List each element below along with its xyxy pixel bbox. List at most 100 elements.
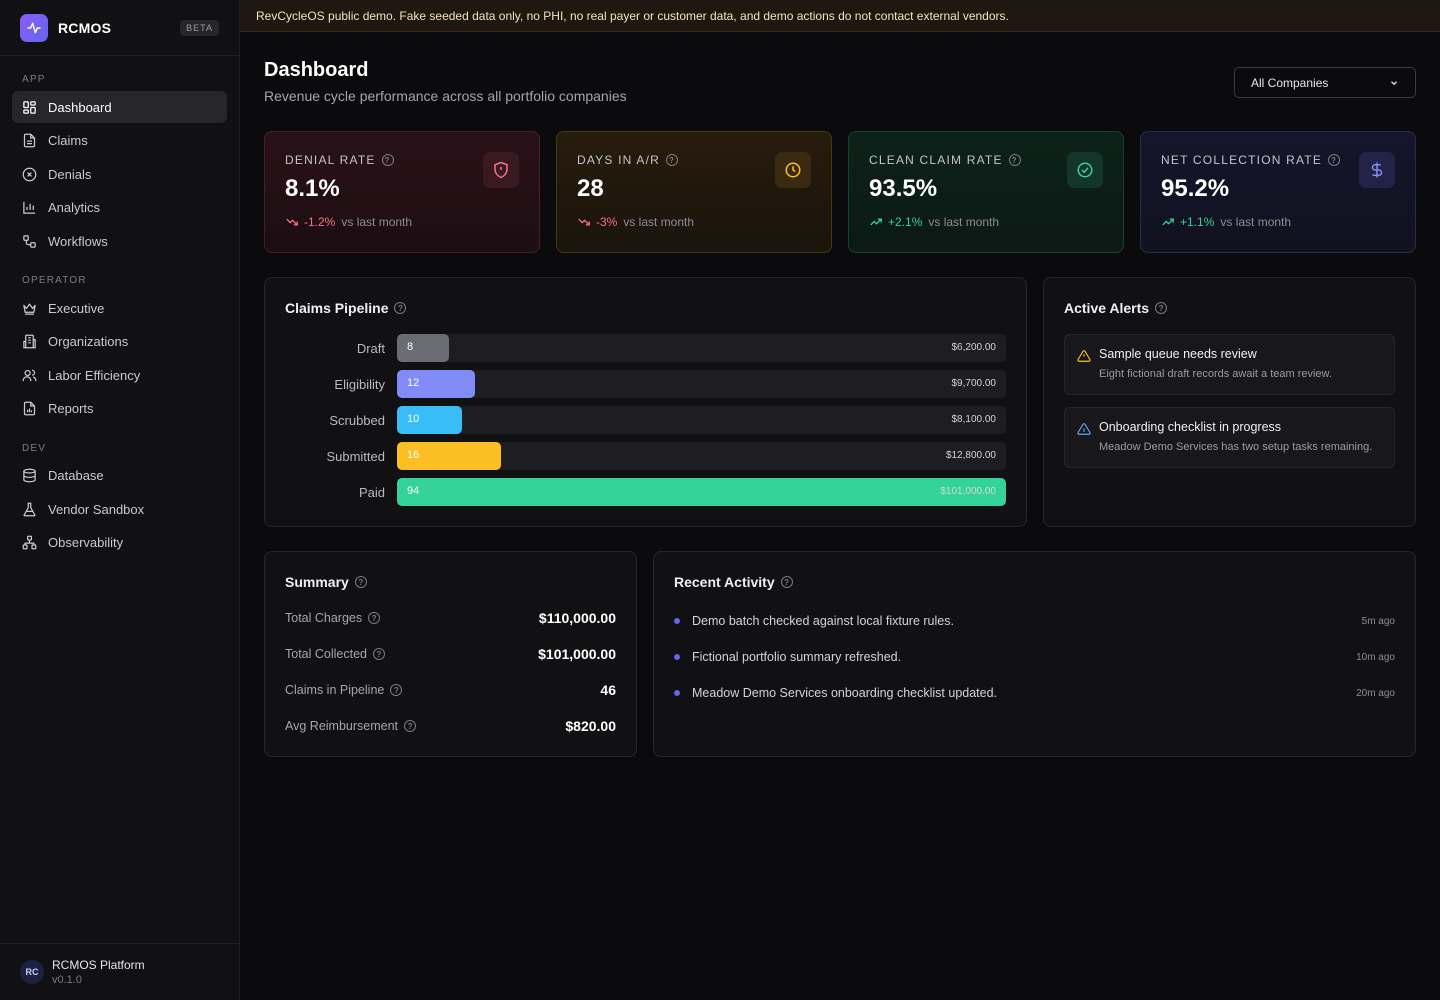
activity-logo-icon[interactable] — [20, 13, 48, 42]
kpi-delta-caption: vs last month — [928, 215, 1000, 229]
kpi-delta: +1.1% vs last month — [1161, 215, 1395, 229]
summary-row-avg-reimbursement: Avg Reimbursement? $820.00 — [285, 718, 616, 734]
workflow-icon — [23, 234, 36, 248]
active-alerts-panel: Active Alerts? Sample queue needs review… — [1043, 277, 1416, 527]
check-circle-icon — [1067, 152, 1103, 188]
pipeline-row[interactable]: Submitted 16 $12,800.00 — [265, 442, 1006, 470]
kpi-label-text: CLEAN CLAIM RATE — [869, 153, 1003, 167]
alert-item[interactable]: Sample queue needs review Eight fictiona… — [1064, 334, 1395, 395]
kpi-label: NET COLLECTION RATE? — [1161, 153, 1395, 167]
pipeline-track: 16 $12,800.00 — [397, 442, 1006, 470]
panel-title: Summary? — [285, 574, 367, 590]
help-icon[interactable]: ? — [390, 684, 403, 696]
help-icon[interactable]: ? — [1155, 302, 1168, 314]
sidebar-item-executive[interactable]: Executive — [12, 292, 227, 324]
summary-label: Total Collected? — [285, 647, 385, 661]
help-icon[interactable]: ? — [373, 648, 385, 660]
pipeline-count: 10 — [407, 413, 420, 425]
help-icon[interactable]: ? — [666, 154, 678, 166]
sidebar-item-claims[interactable]: Claims — [12, 125, 227, 157]
panel-title: Claims Pipeline? — [285, 300, 407, 316]
kpi-label: CLEAN CLAIM RATE? — [869, 153, 1103, 167]
pipeline-count: 8 — [407, 341, 414, 353]
kpi-card-clean-claim-rate[interactable]: CLEAN CLAIM RATE? 93.5% +2.1% vs last mo… — [848, 131, 1124, 253]
kpi-card-denial-rate[interactable]: DENIAL RATE? 8.1% -1.2% vs last month — [264, 131, 540, 253]
pipeline-row[interactable]: Scrubbed 10 $8,100.00 — [265, 406, 1006, 434]
activity-item[interactable]: Meadow Demo Services onboarding checklis… — [674, 686, 1395, 700]
trending-up-icon — [1162, 218, 1174, 226]
sidebar-item-label: Workflows — [48, 233, 108, 249]
sidebar-item-dashboard[interactable]: Dashboard — [12, 91, 227, 123]
pipeline-amount: $6,200.00 — [951, 342, 997, 353]
summary-row-total-charges: Total Charges? $110,000.00 — [285, 610, 616, 626]
sidebar-item-analytics[interactable]: Analytics — [12, 192, 227, 224]
alert-item[interactable]: Onboarding checklist in progress Meadow … — [1064, 407, 1395, 468]
sidebar: RCMOS BETA APP Dashboard Claims Denials … — [0, 0, 240, 1000]
summary-value: $110,000.00 — [538, 610, 616, 626]
nav-section-dev: DEV Database Vendor Sandbox Observabilit… — [0, 443, 239, 559]
summary-label: Total Charges? — [285, 611, 381, 625]
sidebar-item-label: Organizations — [48, 334, 129, 349]
summary-panel: Summary? Total Charges? $110,000.00 Tota… — [264, 551, 637, 757]
pipeline-row[interactable]: Draft 8 $6,200.00 — [265, 334, 1006, 362]
users-icon — [22, 369, 37, 381]
sidebar-item-vendor-sandbox[interactable]: Vendor Sandbox — [12, 493, 227, 525]
pipeline-bar: 10 — [397, 406, 462, 434]
page-subtitle: Revenue cycle performance across all por… — [264, 88, 627, 104]
company-select[interactable]: All Companies — [1234, 67, 1416, 98]
help-icon[interactable]: ? — [1008, 154, 1021, 166]
panel-title: Recent Activity? — [674, 574, 793, 590]
sidebar-item-database[interactable]: Database — [12, 460, 227, 492]
summary-label-text: Total Collected — [285, 647, 367, 661]
network-icon — [22, 535, 37, 550]
trending-up-icon — [870, 218, 882, 226]
sidebar-item-workflows[interactable]: Workflows — [12, 225, 227, 257]
file-text-icon — [23, 133, 36, 148]
activity-item[interactable]: Fictional portfolio summary refreshed. 1… — [674, 650, 1395, 664]
activity-text: Demo batch checked against local fixture… — [692, 614, 954, 628]
activity-item[interactable]: Demo batch checked against local fixture… — [674, 614, 1395, 628]
kpi-delta-caption: vs last month — [623, 215, 695, 229]
shield-alert-icon — [483, 152, 519, 188]
kpi-card-net-collection-rate[interactable]: NET COLLECTION RATE? 95.2% +1.1% vs last… — [1140, 131, 1416, 253]
sidebar-item-labor-efficiency[interactable]: Labor Efficiency — [12, 359, 227, 391]
clock-icon — [775, 152, 811, 188]
info-triangle-icon — [1077, 423, 1091, 435]
kpi-label-text: NET COLLECTION RATE — [1161, 153, 1323, 167]
pipeline-row[interactable]: Eligibility 12 $9,700.00 — [265, 370, 1006, 398]
sidebar-item-organizations[interactable]: Organizations — [12, 326, 227, 358]
summary-label-text: Claims in Pipeline — [285, 683, 385, 697]
help-icon[interactable]: ? — [404, 720, 417, 732]
kpi-delta-value: +2.1% — [888, 215, 923, 229]
help-icon[interactable]: ? — [1328, 154, 1341, 166]
kpi-label: DAYS IN A/R? — [577, 153, 811, 167]
help-icon[interactable]: ? — [394, 302, 407, 314]
sidebar-footer[interactable]: RC RCMOS Platform v0.1.0 — [0, 943, 239, 1000]
kpi-value: 28 — [577, 175, 604, 202]
summary-label: Claims in Pipeline? — [285, 683, 403, 697]
help-icon[interactable]: ? — [368, 612, 381, 624]
help-icon[interactable]: ? — [381, 154, 394, 166]
activity-time: 10m ago — [1356, 651, 1395, 663]
sidebar-item-denials[interactable]: Denials — [12, 158, 227, 190]
company-select-value: All Companies — [1251, 75, 1329, 90]
sidebar-item-label: Observability — [48, 535, 124, 550]
platform-version: v0.1.0 — [52, 974, 82, 986]
warning-triangle-icon — [1077, 350, 1091, 362]
recent-activity-panel: Recent Activity? Demo batch checked agai… — [653, 551, 1416, 757]
activity-time: 20m ago — [1356, 687, 1395, 699]
beta-badge: BETA — [180, 19, 219, 36]
brand-name: RCMOS — [58, 19, 112, 36]
kpi-card-days-in-ar[interactable]: DAYS IN A/R? 28 -3% vs last month — [556, 131, 832, 253]
sidebar-item-observability[interactable]: Observability — [12, 527, 227, 559]
activity-dot — [674, 690, 680, 696]
pipeline-row[interactable]: Paid 94 $101,000.00 — [265, 478, 1006, 506]
help-icon[interactable]: ? — [354, 576, 367, 588]
sidebar-item-reports[interactable]: Reports — [12, 393, 227, 425]
pipeline-bar: 12 — [397, 370, 475, 398]
x-circle-icon — [22, 167, 37, 181]
panel-title-text: Summary — [285, 574, 349, 590]
kpi-delta: -3% vs last month — [577, 215, 811, 229]
alert-body: Meadow Demo Services has two setup tasks… — [1099, 441, 1373, 453]
help-icon[interactable]: ? — [780, 576, 793, 588]
